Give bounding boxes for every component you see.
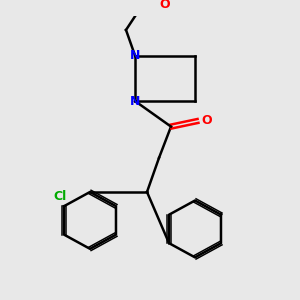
Text: N: N [130,49,140,62]
Text: Cl: Cl [53,190,66,203]
Text: O: O [160,0,170,11]
Text: O: O [201,114,211,128]
Text: N: N [130,94,140,107]
